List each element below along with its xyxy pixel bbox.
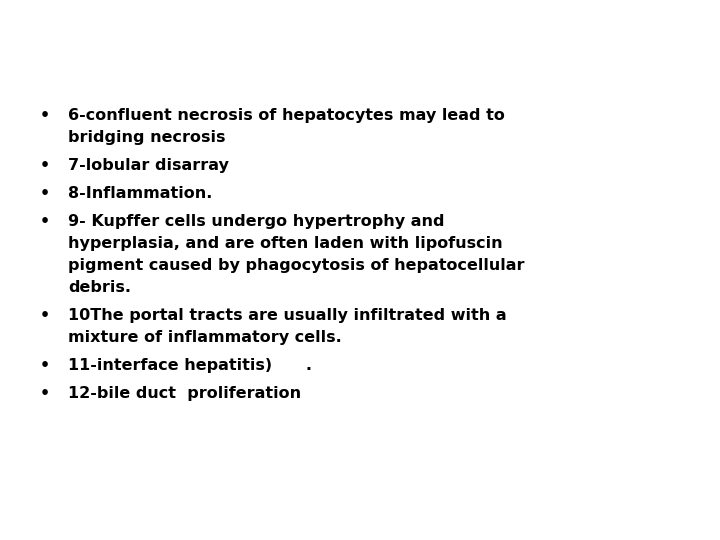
Text: 11-interface hepatitis)      .: 11-interface hepatitis) . <box>68 358 312 373</box>
Text: •: • <box>40 386 50 401</box>
Text: 10The portal tracts are usually infiltrated with a: 10The portal tracts are usually infiltra… <box>68 308 507 323</box>
Text: •: • <box>40 158 50 173</box>
Text: 9- Kupffer cells undergo hypertrophy and: 9- Kupffer cells undergo hypertrophy and <box>68 214 444 229</box>
Text: 7-lobular disarray: 7-lobular disarray <box>68 158 229 173</box>
Text: •: • <box>40 358 50 373</box>
Text: pigment caused by phagocytosis of hepatocellular: pigment caused by phagocytosis of hepato… <box>68 258 524 273</box>
Text: 8-Inflammation.: 8-Inflammation. <box>68 186 212 201</box>
Text: •: • <box>40 214 50 229</box>
Text: •: • <box>40 186 50 201</box>
Text: debris.: debris. <box>68 280 131 295</box>
Text: 12-bile duct  proliferation: 12-bile duct proliferation <box>68 386 301 401</box>
Text: bridging necrosis: bridging necrosis <box>68 130 225 145</box>
Text: •: • <box>40 108 50 123</box>
Text: mixture of inflammatory cells.: mixture of inflammatory cells. <box>68 330 342 345</box>
Text: 6-confluent necrosis of hepatocytes may lead to: 6-confluent necrosis of hepatocytes may … <box>68 108 505 123</box>
Text: hyperplasia, and are often laden with lipofuscin: hyperplasia, and are often laden with li… <box>68 236 503 251</box>
Text: •: • <box>40 308 50 323</box>
